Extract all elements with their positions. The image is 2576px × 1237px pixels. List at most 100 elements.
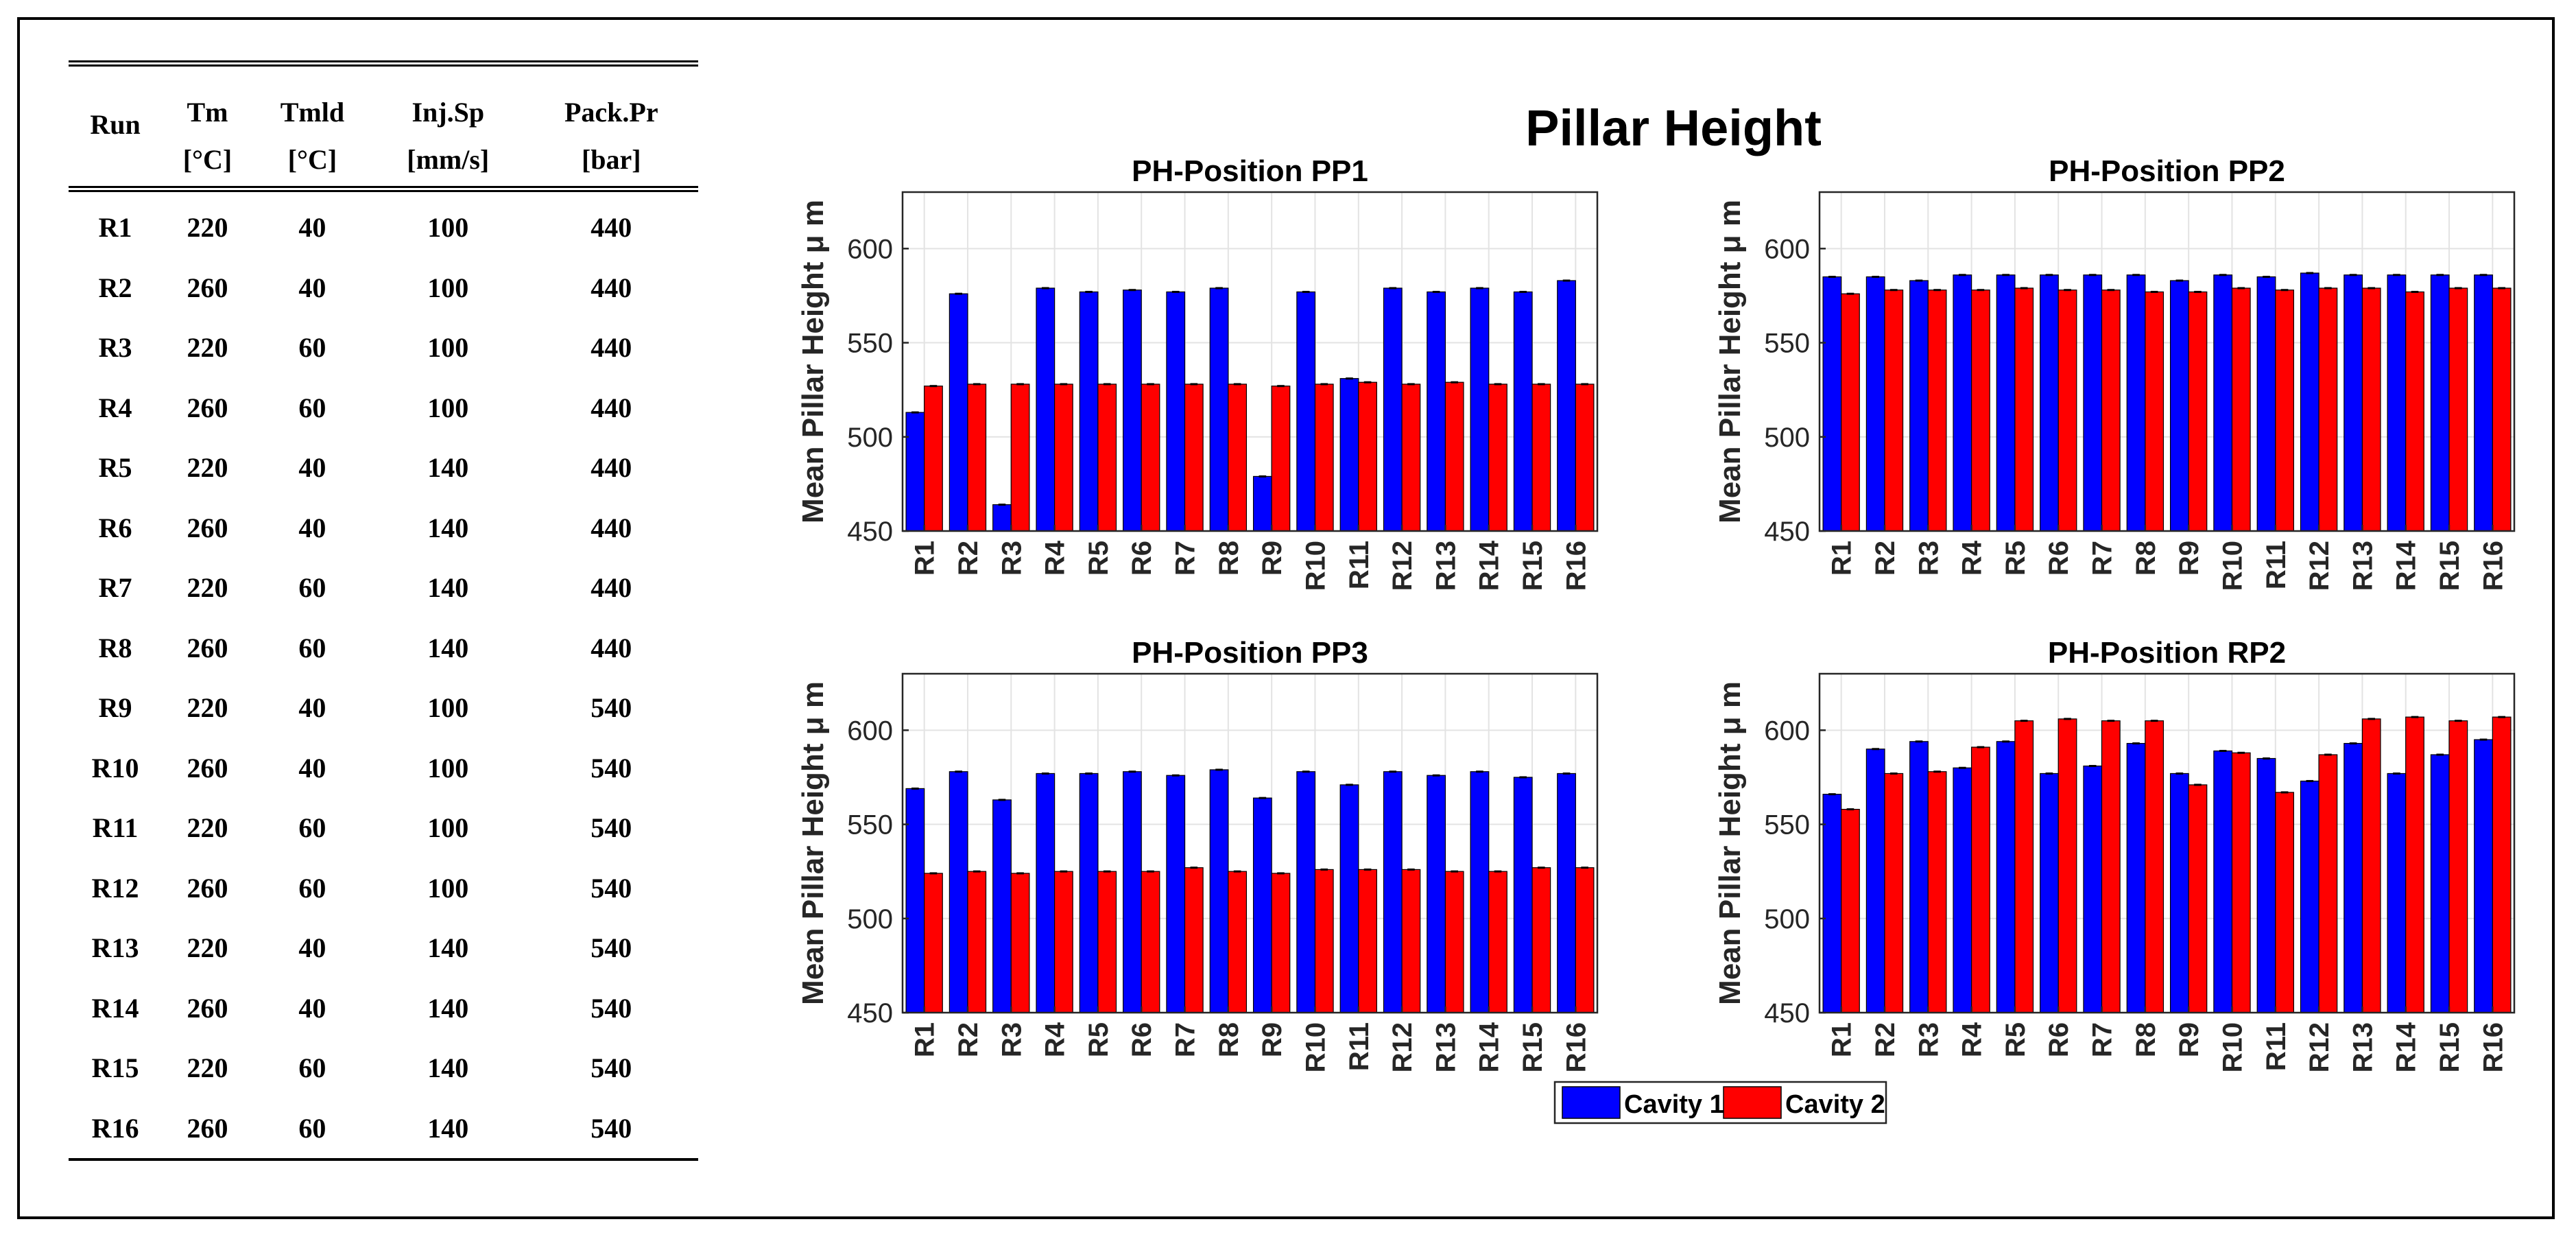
bar bbox=[2430, 274, 2450, 532]
bar bbox=[1079, 773, 1099, 1013]
x-tick-label: R5 bbox=[2001, 1022, 2031, 1057]
axes-box bbox=[901, 191, 1599, 532]
x-tick-label: R11 bbox=[2261, 541, 2291, 589]
table-cell: 540 bbox=[524, 1098, 698, 1161]
bar bbox=[2344, 742, 2363, 1013]
bar bbox=[924, 873, 943, 1013]
x-tick-label: R16 bbox=[2478, 541, 2508, 591]
table-unit-inj-sp: [mm/s] bbox=[372, 132, 525, 192]
y-tick-label: 500 bbox=[847, 904, 893, 934]
bar bbox=[2213, 750, 2233, 1013]
bar bbox=[1575, 867, 1595, 1013]
subplot-1: 450 500 550 600 R1 R2 R3 R4 R5 R6 R7 R8 R9 R10 R11 R12 R… bbox=[796, 154, 1599, 591]
bar bbox=[1996, 274, 2016, 532]
bar bbox=[1097, 384, 1117, 532]
bar bbox=[2101, 720, 2121, 1013]
bar bbox=[1953, 274, 1972, 532]
table-cell: 100 bbox=[427, 872, 469, 904]
bar bbox=[1358, 869, 1377, 1013]
bar bbox=[1123, 290, 1142, 532]
x-tick-label: R11 bbox=[1344, 541, 1374, 589]
x-tick-label: R7 bbox=[1171, 1022, 1201, 1057]
table-header-inj-sp: Inj.Sp bbox=[372, 60, 525, 132]
x-tick-label: R4 bbox=[1040, 1022, 1071, 1057]
x-tick-label: R8 bbox=[2131, 541, 2161, 576]
bar bbox=[949, 293, 968, 532]
subplot-title: PH-Position PP2 bbox=[2049, 154, 2285, 188]
bar bbox=[2448, 720, 2468, 1013]
bar bbox=[1822, 794, 1842, 1013]
table-cell: 100 bbox=[427, 752, 469, 784]
table-cell: 260 bbox=[187, 632, 228, 663]
bar bbox=[1036, 287, 1056, 532]
bar bbox=[1036, 773, 1056, 1013]
bar bbox=[1444, 871, 1464, 1013]
y-tick-label: 450 bbox=[847, 517, 893, 547]
bar bbox=[1513, 777, 1533, 1013]
table-cell: R7 bbox=[98, 572, 132, 604]
table-cell: 100 bbox=[427, 212, 469, 244]
x-tick-label: R3 bbox=[997, 1022, 1027, 1057]
bar bbox=[2474, 274, 2493, 532]
table-cell: 60 bbox=[298, 572, 326, 604]
x-tick-label: R12 bbox=[2304, 541, 2335, 591]
bar bbox=[905, 412, 925, 532]
table-cell: R13 bbox=[91, 932, 139, 964]
table-header-units: [°C] [°C] [mm/s] [bar] bbox=[69, 132, 698, 192]
bar bbox=[2126, 274, 2146, 532]
bar bbox=[1444, 381, 1464, 532]
bar bbox=[1296, 291, 1316, 532]
bar bbox=[2188, 291, 2208, 532]
bar bbox=[2145, 291, 2164, 532]
bar bbox=[1401, 869, 1421, 1013]
series-2 bbox=[924, 867, 1595, 1013]
bar bbox=[1184, 384, 1204, 532]
table-cell: 260 bbox=[187, 872, 228, 904]
table-cell: 440 bbox=[591, 632, 632, 663]
bar bbox=[1927, 771, 1947, 1013]
table-row: R10 260 40 100 540 bbox=[69, 738, 698, 799]
table-header-names: Run Tm Tmld Inj.Sp Pack.Pr bbox=[69, 60, 698, 192]
bar bbox=[2231, 752, 2251, 1013]
bar bbox=[1166, 291, 1186, 532]
bar bbox=[2040, 274, 2059, 532]
bar bbox=[2474, 739, 2493, 1013]
y-tick-label: 550 bbox=[847, 810, 893, 840]
table-cell: R5 bbox=[98, 452, 132, 484]
bar bbox=[1909, 280, 1929, 532]
bar bbox=[1865, 749, 1885, 1013]
table-cell: 140 bbox=[427, 452, 469, 484]
subplot-title: PH-Position PP1 bbox=[1132, 154, 1368, 188]
series-2 bbox=[1841, 287, 2512, 532]
bar bbox=[1053, 384, 1073, 532]
axes-box bbox=[901, 672, 1599, 1014]
series-2 bbox=[1841, 716, 2512, 1013]
bar bbox=[1097, 871, 1117, 1013]
x-tick-label: R11 bbox=[2261, 1022, 2291, 1071]
y-tick-label: 600 bbox=[1764, 716, 1810, 746]
bar bbox=[2058, 290, 2077, 532]
subplot-title: PH-Position RP2 bbox=[2048, 636, 2286, 670]
legend-swatch bbox=[1723, 1086, 1782, 1119]
bar bbox=[1141, 384, 1160, 532]
table-cell: 540 bbox=[591, 752, 632, 784]
bar bbox=[1884, 290, 1904, 532]
table-cell: 220 bbox=[187, 572, 228, 604]
y-tick-label: 600 bbox=[847, 716, 893, 746]
table-cell: 540 bbox=[591, 812, 632, 844]
table-row: R15 220 60 140 540 bbox=[69, 1038, 698, 1098]
x-tick-label: R8 bbox=[2131, 1022, 2161, 1057]
bar bbox=[1557, 280, 1576, 532]
table-cell: R11 bbox=[92, 812, 139, 844]
bar bbox=[2344, 274, 2363, 532]
bar bbox=[1271, 873, 1291, 1013]
bar bbox=[1841, 293, 1860, 532]
x-tick-label: R6 bbox=[1127, 541, 1157, 576]
x-tick-label: R9 bbox=[1257, 1022, 1287, 1057]
table-cell: 140 bbox=[427, 1052, 469, 1084]
x-tick-label: R1 bbox=[1827, 1022, 1857, 1057]
x-tick-label: R2 bbox=[953, 1022, 983, 1057]
table-cell: 440 bbox=[591, 452, 632, 484]
bar bbox=[2318, 754, 2338, 1013]
table-row: R1 220 40 100 440 bbox=[69, 189, 698, 258]
